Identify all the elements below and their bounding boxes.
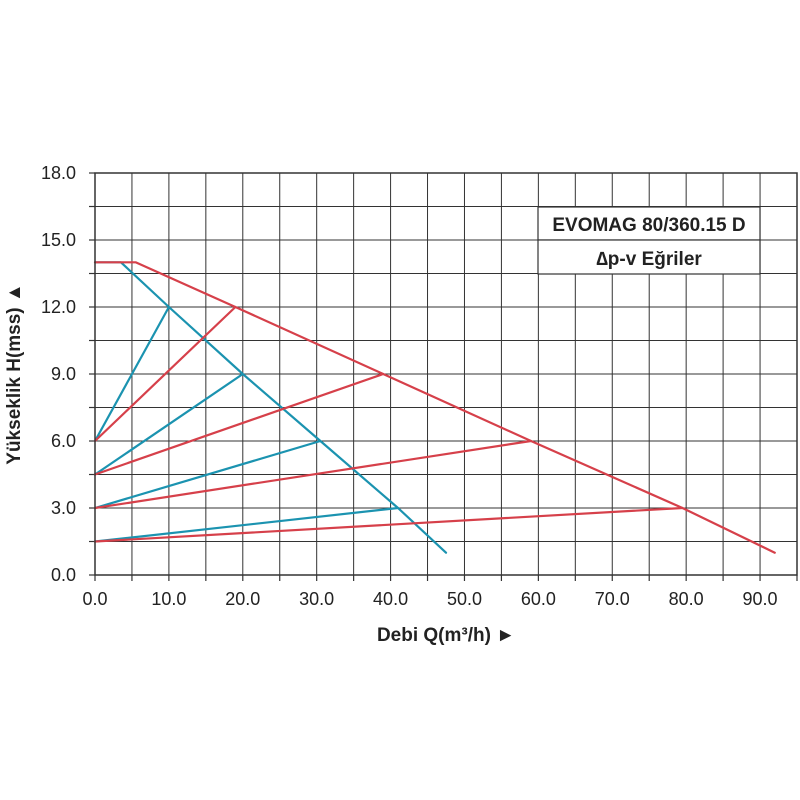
x-tick-label: 10.0 bbox=[151, 589, 186, 609]
x-tick-label: 0.0 bbox=[82, 589, 107, 609]
x-tick-label: 50.0 bbox=[447, 589, 482, 609]
x-tick-label: 30.0 bbox=[299, 589, 334, 609]
title-box bbox=[537, 206, 761, 241]
tick-labels: 0.0 10.0 20.0 30.0 40.0 50.0 60.0 70.0 80.0 90.0 0… bbox=[41, 163, 778, 609]
x-tick-label: 80.0 bbox=[669, 589, 704, 609]
chart-title-box: EVOMAG 80/360.15 D ∆p-v Eğriler bbox=[537, 206, 761, 275]
chart-title: EVOMAG 80/360.15 D bbox=[552, 215, 745, 236]
series-line-blue-2 bbox=[93, 305, 170, 443]
series-line-blue-4 bbox=[93, 439, 322, 510]
series-line-blue-3 bbox=[93, 372, 244, 476]
x-tick-label: 70.0 bbox=[595, 589, 630, 609]
x-axis-label: Debi Q(m³/h) ► bbox=[377, 625, 515, 646]
series-line-red-7 bbox=[93, 372, 385, 476]
series-layer bbox=[93, 261, 776, 554]
series-line-blue-5 bbox=[93, 506, 400, 543]
series-line-red-8 bbox=[93, 439, 533, 510]
y-tick-label: 0.0 bbox=[51, 565, 76, 585]
y-tick-label: 3.0 bbox=[51, 498, 76, 518]
y-tick-label: 6.0 bbox=[51, 431, 76, 451]
x-tick-label: 20.0 bbox=[225, 589, 260, 609]
series-line-red-9 bbox=[93, 506, 684, 543]
y-tick-label: 12.0 bbox=[41, 297, 76, 317]
subtitle-box bbox=[537, 239, 761, 275]
y-tick-label: 18.0 bbox=[41, 163, 76, 183]
series-line-red-6 bbox=[93, 305, 237, 443]
y-axis-label: Yükseklik H(mss) ▲ bbox=[4, 283, 25, 464]
x-tick-label: 60.0 bbox=[521, 589, 556, 609]
x-tick-label: 40.0 bbox=[373, 589, 408, 609]
chart-subtitle: ∆p-v Eğriler bbox=[596, 249, 702, 270]
y-tick-label: 15.0 bbox=[41, 230, 76, 250]
plot-frame bbox=[94, 172, 798, 576]
y-tick-label: 9.0 bbox=[51, 364, 76, 384]
x-tick-label: 90.0 bbox=[743, 589, 778, 609]
